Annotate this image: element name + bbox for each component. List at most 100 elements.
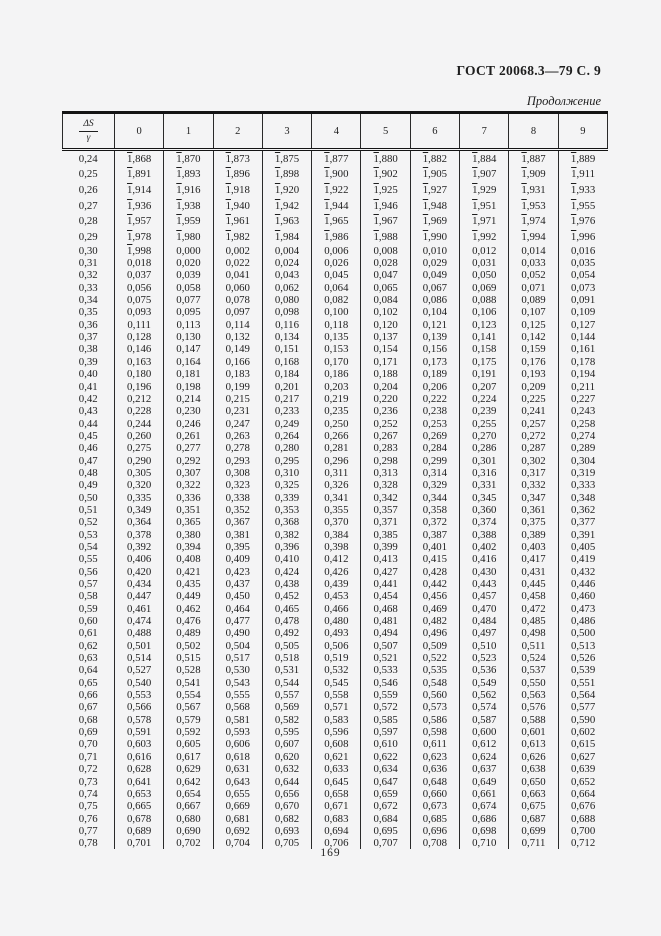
row-label-cell: 0,50	[62, 491, 115, 504]
value-cell: 0,692	[213, 824, 263, 838]
value-cell: 0,476	[163, 614, 214, 628]
value-cell: 0,537	[508, 664, 559, 677]
value-cell: 1,942	[262, 197, 313, 214]
value-cell: 0,667	[163, 800, 214, 813]
table-row: 0,50 0,335 0,336 0,338 0,339 0,341 0,342 0,344 0…	[62, 491, 608, 504]
value-cell: 0,661	[459, 787, 510, 801]
value-cell: 0,189	[410, 368, 461, 381]
row-label-cell: 0,75	[62, 800, 115, 813]
value-cell: 0,225	[508, 392, 559, 406]
value-cell: 0,258	[570, 417, 596, 430]
value-cell: 0,175	[459, 355, 510, 368]
overlined-digit: 1	[521, 230, 527, 243]
value-cell: 0,705	[262, 837, 313, 850]
value-cell: 1,900	[311, 166, 362, 183]
table-row: 0,46 0,275 0,277 0,278 0,280 0,281 0,283 0,284 0…	[62, 442, 608, 455]
overlined-digit: 1	[521, 152, 527, 165]
table-row: 0,29 1,978 1,980 1,982 1,984 1,986 1,988 1,990 1…	[62, 228, 608, 245]
value-cell: 0,535	[410, 664, 461, 677]
overlined-digit: 1	[324, 215, 330, 228]
table-body: 0,24 1,868 1,870 1,873 1,875 1,877 1,880 1,882 1…	[62, 149, 608, 850]
value-cell: 0,597	[360, 725, 411, 739]
value-cell: 0,430	[459, 565, 510, 578]
value-cell: 1,951	[459, 197, 510, 214]
table-row: 0,58 0,447 0,449 0,450 0,452 0,453 0,454 0,456 0…	[62, 590, 608, 603]
value-cell: 0,544	[262, 676, 313, 689]
value-cell: 0,586	[410, 713, 461, 726]
row-label-cell: 0,71	[62, 750, 115, 763]
value-cell: 0,078	[213, 293, 263, 307]
value-cell: 0,156	[410, 343, 461, 356]
value-cell: 0,370	[311, 516, 362, 529]
column-header: 5	[360, 112, 411, 151]
overlined-digit: 1	[570, 183, 577, 196]
value-cell: 0,378	[114, 528, 165, 541]
overlined-digit: 1	[521, 199, 527, 212]
value-cell: 0,345	[459, 491, 510, 504]
column-header: 1	[163, 112, 214, 151]
value-cell: 0,257	[508, 417, 559, 430]
fraction-denominator: γ	[86, 132, 91, 143]
row-label-cell: 0,60	[62, 614, 115, 628]
value-cell: 0,033	[508, 256, 559, 270]
column-header: 6	[409, 112, 461, 151]
value-cell: 0,477	[213, 614, 263, 628]
value-cell: 0,665	[114, 800, 165, 813]
overlined-digit: 1	[126, 168, 133, 181]
value-cell: 0,028	[360, 256, 411, 270]
value-cell: 0,394	[163, 540, 214, 554]
value-cell: 0,496	[410, 627, 461, 640]
value-cell: 0,612	[459, 738, 510, 751]
table-row: 0,73 0,641 0,642 0,643 0,644 0,645 0,647 0,648 0…	[62, 775, 608, 788]
value-cell: 0,683	[311, 812, 362, 825]
row-label-cell: 0,51	[62, 503, 115, 517]
table-row: 0,69 0,591 0,592 0,593 0,595 0,596 0,597 0,598 0…	[62, 725, 608, 739]
value-cell: 1,925	[360, 182, 411, 198]
value-cell: 0,488	[114, 627, 165, 640]
value-cell: 0,696	[410, 824, 461, 838]
value-cell: 0,670	[262, 800, 313, 813]
value-cell: 0,385	[360, 528, 411, 541]
value-cell: 0,211	[571, 380, 596, 393]
overlined-digit: 1	[126, 215, 133, 228]
row-label-cell: 0,34	[62, 293, 115, 307]
table-row: 0,25 1,891 1,893 1,896 1,898 1,900 1,902 1,905 1…	[62, 166, 608, 183]
value-cell: 1,893	[163, 166, 214, 183]
overlined-digit: 1	[472, 230, 478, 243]
table-row: 0,76 0,678 0,680 0,681 0,682 0,683 0,684 0,685 0…	[62, 812, 608, 825]
value-cell: 0,020	[163, 256, 214, 270]
value-cell: 0,301	[459, 454, 510, 467]
table-row: 0,56 0,420 0,421 0,423 0,424 0,426 0,427 0,428 0…	[62, 565, 608, 578]
value-cell: 0,707	[360, 837, 411, 850]
value-cell: 0,428	[410, 565, 461, 578]
row-label-cell: 0,33	[62, 281, 115, 294]
value-cell: 0,000	[163, 244, 214, 257]
value-cell: 0,204	[360, 380, 411, 393]
value-cell: 0,203	[311, 380, 362, 393]
value-cell: 0,681	[213, 812, 263, 825]
value-cell: 0,037	[114, 269, 165, 282]
value-cell: 0,299	[410, 454, 461, 467]
value-cell: 0,102	[360, 306, 411, 319]
value-cell: 1,965	[311, 213, 362, 229]
value-cell: 0,243	[570, 405, 596, 418]
value-cell: 0,144	[570, 331, 596, 344]
value-cell: 0,278	[213, 442, 263, 455]
value-cell: 0,695	[360, 824, 411, 838]
table-row: 0,37 0,128 0,130 0,132 0,134 0,135 0,137 0,139 0…	[62, 330, 608, 344]
column-header: 7	[459, 112, 510, 151]
value-cell: 1,959	[163, 213, 214, 229]
value-cell: 0,045	[311, 269, 362, 282]
value-cell: 0,351	[163, 503, 214, 517]
value-cell: 0,058	[163, 281, 214, 294]
value-cell: 0,660	[410, 787, 461, 801]
value-cell: 0,310	[262, 466, 313, 480]
table-row: 0,30 1,998 0,000 0,002 0,004 0,006 0,008 0,010 0…	[62, 244, 608, 257]
table-row: 0,45 0,260 0,261 0,263 0,264 0,266 0,267 0,269 0…	[62, 429, 608, 443]
value-cell: 1,933	[570, 183, 596, 196]
value-cell: 1,978	[114, 228, 165, 245]
table-row: 0,53 0,378 0,380 0,381 0,382 0,384 0,385 0,387 0…	[62, 528, 608, 541]
value-cell: 1,931	[508, 182, 559, 198]
value-cell: 0,519	[311, 651, 362, 665]
